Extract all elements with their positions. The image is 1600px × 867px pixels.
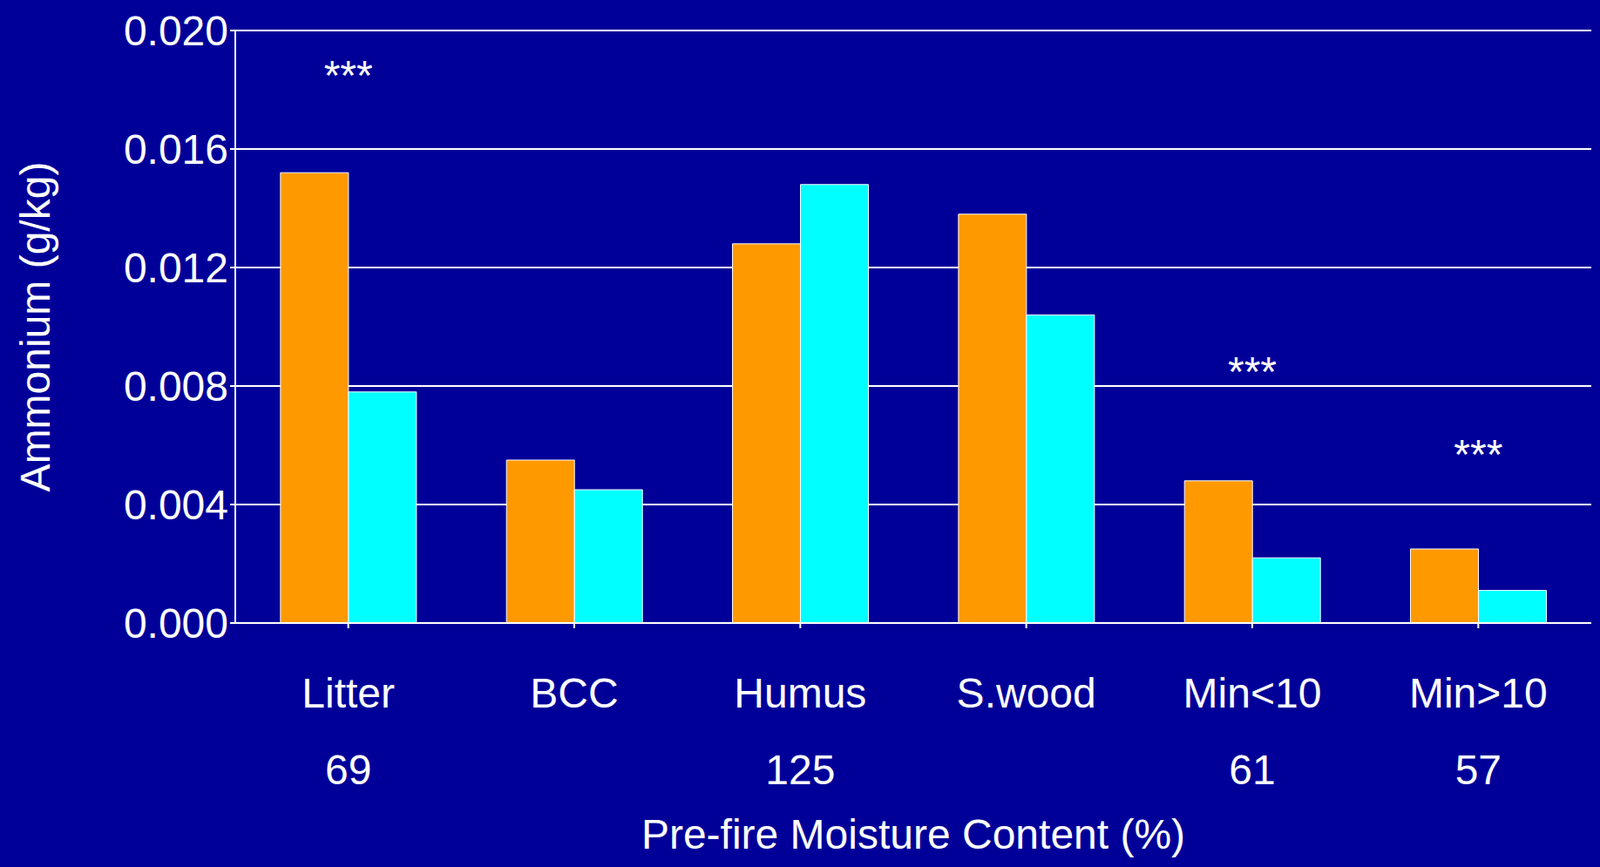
svg-text:Min>10: Min>10 — [1409, 670, 1548, 717]
svg-text:125: 125 — [765, 746, 835, 794]
svg-text:69: 69 — [325, 746, 372, 794]
svg-text:Humus: Humus — [733, 670, 867, 717]
svg-text:***: *** — [324, 52, 373, 99]
html-text:Ammonium (g/kg): Ammonium (g/kg) — [12, 161, 59, 492]
svg-text:Litter: Litter — [301, 670, 395, 717]
svg-text:0.016: 0.016 — [123, 126, 229, 173]
svg-text:***: *** — [1453, 431, 1503, 478]
svg-text:0.004: 0.004 — [123, 481, 229, 529]
svg-text:0.020: 0.020 — [123, 7, 229, 55]
svg-text:BCC: BCC — [529, 670, 618, 717]
svg-text:S.wood: S.wood — [956, 670, 1097, 717]
svg-text:0.008: 0.008 — [123, 363, 229, 410]
svg-text:Min<10: Min<10 — [1183, 670, 1323, 717]
svg-text:0.000: 0.000 — [123, 600, 229, 647]
svg-text:61: 61 — [1228, 746, 1275, 794]
svg-text:0.012: 0.012 — [123, 244, 229, 292]
html-text:Pre-fire Moisture Content (%): Pre-fire Moisture Content (%) — [641, 811, 1186, 858]
svg-text:***: *** — [1227, 348, 1277, 395]
svg-text:57: 57 — [1455, 746, 1502, 794]
